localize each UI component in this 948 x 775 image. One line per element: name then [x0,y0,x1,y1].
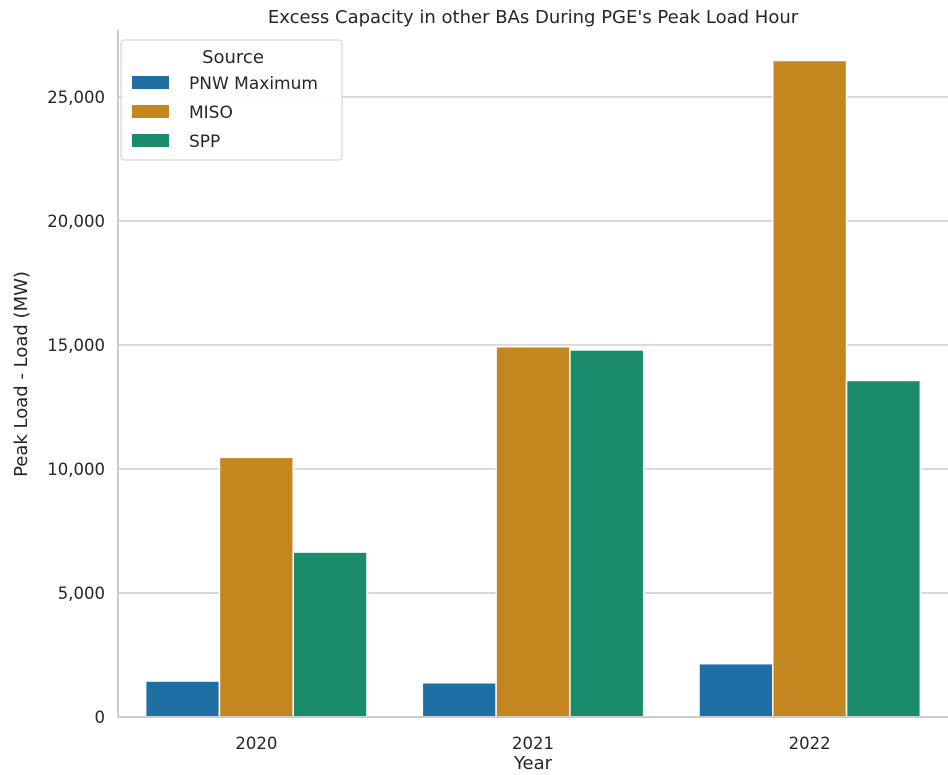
x-tick-label: 2021 [512,734,554,753]
x-axis-label: Year [513,753,553,774]
legend-entries: PNW Maximum MISO SPP [132,74,318,152]
legend-title: Source [202,47,264,68]
bar-miso-2020 [218,456,294,718]
y-tick-label: 10,000 [47,460,105,479]
y-tick-label: 0 [95,708,106,727]
bar-spp-2021 [569,349,645,718]
bar-miso-2022 [772,59,848,718]
legend-swatch [132,105,169,118]
axes [117,30,948,718]
bars [144,59,922,718]
y-tick-label: 25,000 [47,88,105,107]
legend-swatch [132,76,169,89]
bar-miso-2021 [495,345,571,718]
y-tick-labels: 0 5,000 10,000 15,000 20,000 25,000 [47,88,105,727]
bar-spp-2020 [292,551,368,718]
bar-pnw-maximum-2022 [698,662,774,718]
legend-label: PNW Maximum [189,74,318,94]
x-tick-label: 2022 [789,734,831,753]
chart-title: Excess Capacity in other BAs During PGE'… [268,7,799,28]
bar-spp-2022 [845,379,922,718]
legend-label: MISO [189,103,233,123]
y-axis-label: Peak Load - Load (MW) [11,271,32,477]
y-tick-label: 5,000 [58,584,105,603]
x-tick-label: 2020 [235,734,277,753]
legend: Source PNW Maximum MISO SPP [120,39,343,161]
bar-pnw-maximum-2021 [421,682,497,718]
legend-box [120,39,343,161]
y-tick-label: 15,000 [47,336,105,355]
legend-label: SPP [189,132,220,152]
bar-pnw-maximum-2020 [144,680,221,718]
y-tick-label: 20,000 [47,212,105,231]
legend-swatch [132,134,169,147]
x-tick-labels: 2020 2021 2022 [235,734,830,753]
